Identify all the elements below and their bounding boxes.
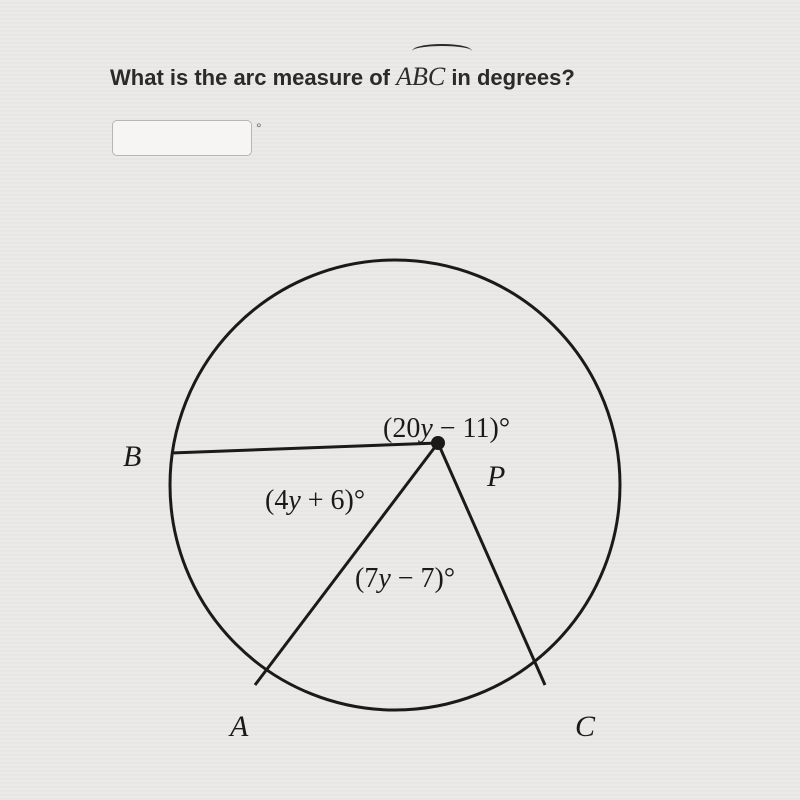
- question-prefix: What is the arc measure of: [110, 65, 396, 90]
- angle-left-open: (4: [265, 485, 288, 516]
- arc-label: ABC: [396, 62, 445, 91]
- angle-left-var: y: [288, 485, 300, 516]
- angle-left-label: (4y + 6)°: [265, 485, 365, 517]
- label-c: C: [575, 710, 595, 744]
- answer-input[interactable]: [112, 120, 252, 156]
- label-a: A: [230, 710, 248, 744]
- label-b: B: [123, 440, 141, 474]
- angle-bottom-close: − 7)°: [391, 563, 455, 594]
- question-prompt: What is the arc measure of ABC in degree…: [110, 62, 575, 92]
- geometry-diagram: B A C P (20y − 11)° (4y + 6)° (7y − 7)°: [155, 245, 635, 725]
- angle-top-label: (20y − 11)°: [383, 413, 510, 445]
- angle-top-var: y: [420, 413, 432, 444]
- main-circle: [170, 260, 620, 710]
- arc-overline: [412, 44, 472, 58]
- circle-svg: [155, 245, 635, 725]
- angle-left-close: + 6)°: [301, 485, 365, 516]
- angle-top-close: − 11)°: [433, 413, 510, 444]
- angle-bottom-label: (7y − 7)°: [355, 563, 455, 595]
- angle-bottom-open: (7: [355, 563, 378, 594]
- question-suffix: in degrees?: [445, 65, 575, 90]
- degree-unit: °: [256, 120, 262, 136]
- angle-bottom-var: y: [378, 563, 390, 594]
- angle-top-open: (20: [383, 413, 420, 444]
- label-p: P: [487, 460, 505, 494]
